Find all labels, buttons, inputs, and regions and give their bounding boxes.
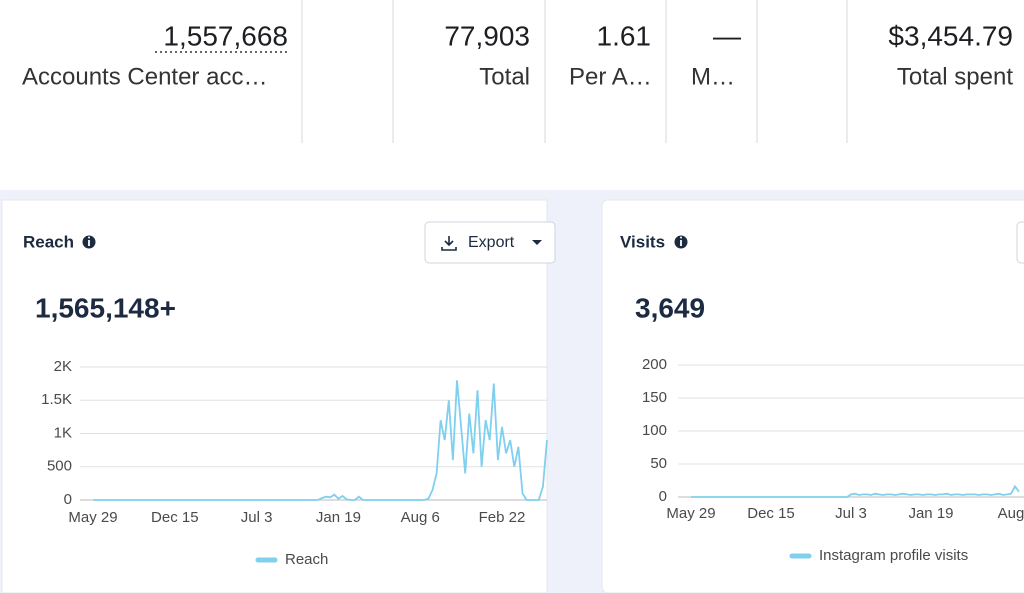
x-tick-label: May 29: [68, 509, 117, 526]
legend-label: Instagram profile visits: [819, 547, 968, 564]
x-tick-label: Dec 15: [747, 505, 795, 522]
y-tick-label: 150: [642, 389, 667, 406]
button-label: Export: [468, 234, 515, 251]
stat-value: 1,557,668: [163, 20, 288, 51]
y-tick-label: 500: [47, 458, 72, 475]
legend-label: Reach: [285, 551, 328, 568]
stat-label: Total: [479, 63, 530, 90]
x-tick-label: Jul 3: [835, 505, 867, 522]
x-tick-label: Feb 22: [479, 509, 526, 526]
total-value: 1,565,148+: [35, 292, 176, 323]
y-tick-label: 2K: [54, 358, 72, 375]
info-icon-dot: [680, 236, 682, 239]
y-tick-label: 200: [642, 356, 667, 373]
x-tick-label: Jul 3: [241, 509, 273, 526]
stat-dividers: [301, 0, 848, 143]
line-series: [691, 484, 1020, 498]
chart-title: Reach: [23, 232, 74, 251]
y-tick-label: 1.5K: [41, 391, 72, 408]
y-tick-label: 0: [64, 491, 72, 508]
line-series: [93, 380, 548, 501]
x-tick-label: Aug: [998, 505, 1024, 522]
chart-title: Visits: [620, 232, 665, 251]
download-icon: [441, 236, 457, 251]
stat-label: Per A…: [569, 63, 652, 90]
stat-label: Total spent: [897, 63, 1013, 90]
stat-label: M…: [691, 63, 735, 90]
stat-label: Accounts Center acc…: [22, 63, 267, 90]
x-tick-label: Jan 19: [908, 505, 953, 522]
y-tick-label: 1K: [54, 424, 72, 441]
stat-value: $3,454.79: [888, 20, 1013, 51]
total-value: 3,649: [635, 292, 705, 323]
dropdown-caret: [532, 240, 542, 245]
button[interactable]: [1016, 221, 1024, 264]
x-tick-label: Dec 15: [151, 509, 199, 526]
x-tick-label: Aug 6: [401, 509, 440, 526]
stat-value: 1.61: [597, 20, 652, 51]
y-tick-label: 100: [642, 422, 667, 439]
y-tick-label: 0: [659, 488, 667, 505]
x-tick-label: Jan 19: [316, 509, 361, 526]
y-tick-label: 50: [650, 455, 667, 472]
stat-value: 77,903: [444, 20, 530, 51]
info-icon-dot: [88, 236, 90, 239]
export-button[interactable]: [424, 221, 556, 264]
x-tick-label: May 29: [666, 505, 715, 522]
stat-value: —: [713, 20, 741, 51]
